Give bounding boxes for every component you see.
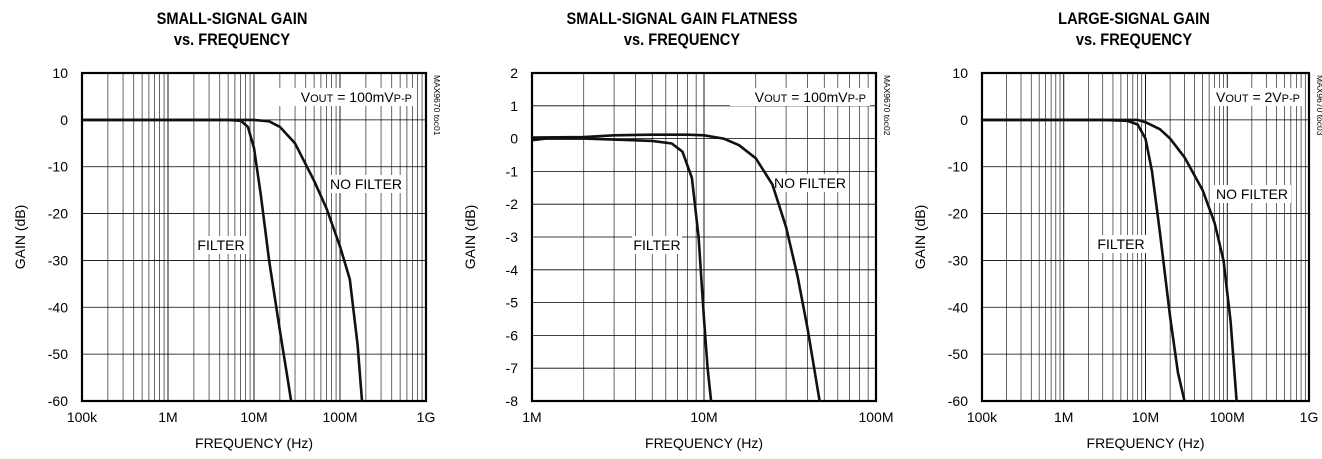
annotation-part: V xyxy=(301,89,311,105)
vout-annotation: VOUT = 100mVP-P xyxy=(301,89,412,105)
label-background xyxy=(772,174,848,192)
annotation-background xyxy=(278,88,416,106)
annotation-part: V xyxy=(755,89,765,105)
x-tick-label: 1M xyxy=(522,409,541,425)
y-tick-label: -7 xyxy=(506,360,519,376)
x-axis-label: FREQUENCY (Hz) xyxy=(645,435,763,451)
x-tick-label: 10M xyxy=(240,409,267,425)
y-tick-label: 1 xyxy=(510,98,518,114)
y-tick-label: 10 xyxy=(52,65,68,81)
annotation-part: P-P xyxy=(848,93,866,105)
x-tick-label: 100M xyxy=(1210,409,1245,425)
chart-1: FILTER NO FILTER VOUT = 100mVP-P MAX9670 to… xyxy=(12,65,442,451)
label-background xyxy=(632,236,682,254)
y-tick-label: -50 xyxy=(48,346,68,362)
chart-title: SMALL-SIGNAL GAIN vs. FREQUENCY xyxy=(86,8,378,50)
plot-frame xyxy=(980,71,1311,403)
y-tick-label: 0 xyxy=(960,112,968,128)
y-tick-label: -40 xyxy=(48,299,68,315)
series-line-filter xyxy=(531,137,713,402)
chart-title-line: vs. FREQUENCY xyxy=(623,30,741,49)
chart-2: FILTER NO FILTER VOUT = 100mVP-P MAX9670 to… xyxy=(462,65,894,451)
series-label: FILTER xyxy=(1097,236,1144,252)
y-tick-label: -30 xyxy=(948,252,968,268)
y-tick-label: -5 xyxy=(506,295,519,311)
chart-title-line: vs. FREQUENCY xyxy=(1075,30,1193,49)
y-axis-label: GAIN (dB) xyxy=(912,205,928,270)
annotation-part: OUT xyxy=(764,93,788,105)
annotation-background xyxy=(1212,88,1304,106)
series-line-no-filter xyxy=(982,118,1238,402)
y-tick-label: -1 xyxy=(506,163,519,179)
chart-title-line: vs. FREQUENCY xyxy=(173,30,291,49)
x-tick-label: 10M xyxy=(690,409,717,425)
annotation-part: OUT xyxy=(310,93,334,105)
y-tick-label: -10 xyxy=(948,159,968,175)
chart-title: SMALL-SIGNAL GAIN FLATNESS vs. FREQUENCY xyxy=(536,8,828,50)
y-tick-label: -8 xyxy=(506,393,519,409)
plot-frame xyxy=(80,71,428,403)
x-tick-label: 100k xyxy=(67,409,98,425)
series-label: NO FILTER xyxy=(330,176,402,192)
y-tick-label: -50 xyxy=(948,346,968,362)
x-tick-label: 1G xyxy=(417,409,436,425)
series-label: NO FILTER xyxy=(1216,186,1288,202)
chart-title: LARGE-SIGNAL GAIN vs. FREQUENCY xyxy=(988,8,1280,50)
x-axis-label: FREQUENCY (Hz) xyxy=(1087,435,1205,451)
y-tick-label: -40 xyxy=(948,299,968,315)
series-label: NO FILTER xyxy=(774,175,846,191)
y-axis-label: GAIN (dB) xyxy=(462,205,478,270)
series-line-no-filter xyxy=(531,133,821,402)
y-tick-label: 0 xyxy=(60,112,68,128)
annotation-background xyxy=(730,88,870,106)
y-tick-label: 0 xyxy=(510,131,518,147)
figure-code: MAX9670 toc03 xyxy=(1315,75,1322,136)
x-tick-label: 10M xyxy=(1132,409,1159,425)
annotation-part: = 100mV xyxy=(333,89,394,105)
y-tick-label: -60 xyxy=(948,393,968,409)
y-tick-label: -2 xyxy=(506,196,519,212)
y-tick-label: -6 xyxy=(506,327,519,343)
annotation-part: = 100mV xyxy=(787,89,848,105)
annotation-part: P-P xyxy=(394,93,412,105)
annotation-part: P-P xyxy=(1282,93,1300,105)
y-tick-label: 2 xyxy=(510,65,518,81)
figure-code: MAX9670 toc02 xyxy=(882,75,892,136)
figure-code: MAX9670 toc01 xyxy=(432,75,442,136)
vout-annotation: VOUT = 2VP-P xyxy=(1216,89,1300,105)
series-label: FILTER xyxy=(197,237,244,253)
chart-title-line: SMALL-SIGNAL GAIN xyxy=(156,9,308,28)
annotation-part: = 2V xyxy=(1249,89,1283,105)
label-background xyxy=(1096,235,1146,253)
y-tick-label: 10 xyxy=(952,65,968,81)
y-axis-label: GAIN (dB) xyxy=(12,205,28,270)
y-tick-label: -20 xyxy=(948,206,968,222)
y-tick-label: -10 xyxy=(48,159,68,175)
y-tick-label: -60 xyxy=(48,393,68,409)
chart-title-line: SMALL-SIGNAL GAIN FLATNESS xyxy=(566,9,798,28)
y-tick-label: -3 xyxy=(506,229,519,245)
chart-3: FILTER NO FILTER VOUT = 2VP-P MAX9670 toc03… xyxy=(912,65,1322,451)
x-tick-label: 100M xyxy=(322,409,357,425)
series-line-no-filter xyxy=(82,118,364,402)
x-tick-label: 1M xyxy=(1054,409,1073,425)
x-axis-label: FREQUENCY (Hz) xyxy=(195,435,313,451)
series-label: FILTER xyxy=(633,237,680,253)
y-tick-label: -20 xyxy=(48,206,68,222)
x-tick-label: 1M xyxy=(158,409,177,425)
x-tick-label: 1G xyxy=(1300,409,1319,425)
label-background xyxy=(196,236,246,254)
label-background xyxy=(328,175,404,193)
y-tick-label: -30 xyxy=(48,252,68,268)
x-tick-label: 100k xyxy=(967,409,998,425)
annotation-part: V xyxy=(1216,89,1226,105)
y-tick-label: -4 xyxy=(506,262,519,278)
chart-title-line: LARGE-SIGNAL GAIN xyxy=(1058,9,1210,28)
x-tick-label: 100M xyxy=(858,409,893,425)
annotation-part: OUT xyxy=(1225,93,1249,105)
vout-annotation: VOUT = 100mVP-P xyxy=(755,89,866,105)
label-background xyxy=(1213,185,1291,203)
plot-frame xyxy=(530,71,878,403)
